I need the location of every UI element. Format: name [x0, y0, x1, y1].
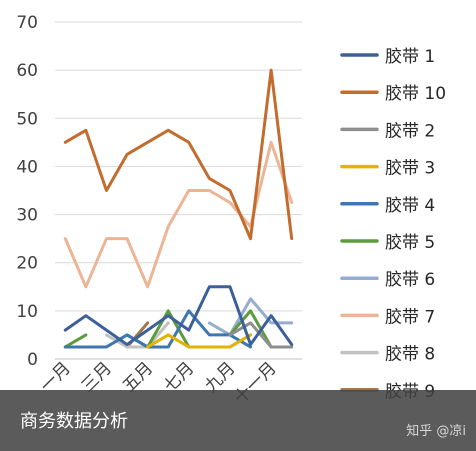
y-tick-label: 60	[16, 61, 38, 81]
legend-label: 胶带 2	[385, 121, 435, 141]
caption-banner: 商务数据分析 知乎 @凉i	[0, 390, 476, 451]
series-line	[228, 321, 294, 349]
banner-title: 商务数据分析	[20, 411, 128, 432]
legend-label: 胶带 10	[385, 84, 446, 104]
legend-label: 胶带 1	[385, 47, 435, 67]
legend-label: 胶带 7	[385, 307, 435, 327]
legend-label: 胶带 3	[385, 159, 435, 179]
y-tick-label: 40	[16, 157, 38, 177]
watermark-text: 知乎 @凉i	[406, 424, 466, 439]
series-line	[207, 333, 253, 349]
y-tick-label: 50	[16, 109, 38, 129]
legend-label: 胶带 5	[385, 233, 435, 253]
series-line	[146, 333, 253, 349]
series-line	[63, 68, 294, 241]
y-tick-label: 10	[16, 302, 38, 322]
legend-label: 胶带 8	[385, 345, 435, 365]
y-tick-label: 0	[27, 350, 38, 370]
y-tick-label: 70	[16, 13, 38, 33]
series-line	[63, 333, 88, 349]
y-tick-label: 20	[16, 254, 38, 274]
series-line	[63, 285, 294, 347]
legend-label: 胶带 6	[385, 270, 435, 290]
legend-label: 胶带 4	[385, 196, 435, 216]
y-tick-label: 30	[16, 206, 38, 226]
series-line	[63, 309, 253, 349]
